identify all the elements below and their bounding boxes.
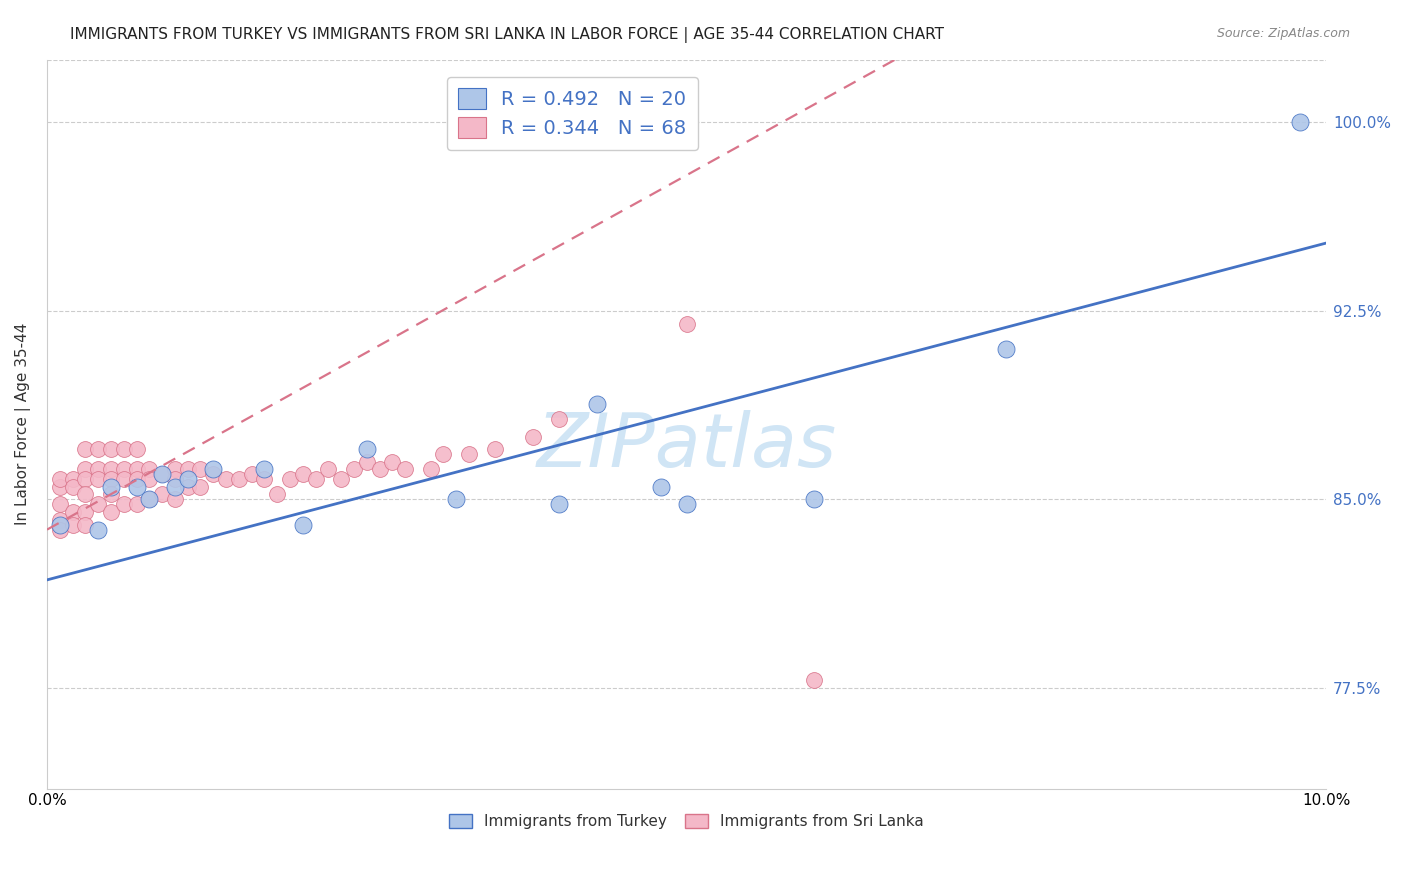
Point (75, 472, 97, 486)
Point (368, 462, 391, 476)
Point (484, 442, 506, 457)
Point (240, 467, 263, 482)
Point (112, 498, 135, 512)
Point (100, 472, 122, 486)
Point (87, 523, 110, 537)
Point (49, 480, 72, 494)
Point (228, 472, 250, 486)
Point (291, 467, 314, 482)
Point (75, 517, 97, 532)
Point (100, 442, 122, 457)
Point (125, 442, 148, 457)
Point (318, 462, 340, 476)
Point (125, 462, 148, 476)
Point (138, 492, 160, 507)
Point (176, 480, 198, 494)
Point (547, 498, 569, 512)
Point (49, 523, 72, 537)
Point (62, 480, 84, 494)
Point (100, 462, 122, 476)
Text: Source: ZipAtlas.com: Source: ZipAtlas.com (1216, 27, 1350, 40)
Point (112, 442, 135, 457)
Point (100, 480, 122, 494)
Point (458, 447, 481, 461)
Point (87, 472, 110, 486)
Point (163, 462, 186, 476)
Point (87, 498, 110, 512)
Point (266, 487, 288, 501)
Point (190, 462, 212, 476)
Point (125, 472, 148, 486)
Point (150, 467, 173, 482)
Point (356, 455, 378, 469)
Point (432, 447, 454, 461)
Point (291, 517, 314, 532)
Point (343, 462, 366, 476)
Point (75, 442, 97, 457)
Point (100, 505, 122, 519)
Point (202, 462, 225, 476)
Point (381, 455, 404, 469)
Point (125, 480, 148, 494)
Point (62, 505, 84, 519)
Point (87, 462, 110, 476)
Point (176, 472, 198, 486)
Point (190, 480, 212, 494)
Point (49, 517, 72, 532)
Point (675, 317, 697, 331)
Point (522, 429, 544, 443)
Point (995, 342, 1018, 356)
Point (176, 462, 198, 476)
Point (215, 472, 238, 486)
Point (163, 480, 186, 494)
Point (62, 517, 84, 532)
Point (138, 492, 160, 507)
Point (150, 487, 173, 501)
Point (112, 462, 135, 476)
Point (586, 397, 609, 411)
Point (125, 498, 148, 512)
Point (253, 462, 276, 476)
Point (87, 442, 110, 457)
Point (49, 498, 72, 512)
Point (356, 442, 378, 457)
Point (278, 472, 301, 486)
Legend: Immigrants from Turkey, Immigrants from Sri Lanka: Immigrants from Turkey, Immigrants from … (443, 808, 931, 836)
Point (803, 492, 825, 507)
Point (547, 412, 569, 426)
Point (419, 462, 441, 476)
Y-axis label: In Labor Force | Age 35-44: In Labor Force | Age 35-44 (15, 323, 31, 525)
Point (650, 480, 672, 494)
Point (150, 467, 173, 482)
Point (100, 487, 122, 501)
Point (253, 472, 276, 486)
Point (675, 498, 697, 512)
Point (75, 487, 97, 501)
Text: IMMIGRANTS FROM TURKEY VS IMMIGRANTS FROM SRI LANKA IN LABOR FORCE | AGE 35-44 C: IMMIGRANTS FROM TURKEY VS IMMIGRANTS FRO… (70, 27, 945, 43)
Point (49, 512, 72, 526)
Point (112, 472, 135, 486)
Point (163, 492, 186, 507)
Point (446, 492, 468, 507)
Point (62, 472, 84, 486)
Point (330, 472, 353, 486)
Point (394, 462, 416, 476)
Point (49, 472, 72, 486)
Point (75, 505, 97, 519)
Point (138, 462, 160, 476)
Point (304, 472, 326, 486)
Point (163, 472, 186, 486)
Point (75, 462, 97, 476)
Point (202, 467, 225, 482)
Point (1289, 115, 1312, 129)
Point (138, 472, 160, 486)
Text: ZIPatlas: ZIPatlas (537, 410, 837, 482)
Point (803, 673, 825, 688)
